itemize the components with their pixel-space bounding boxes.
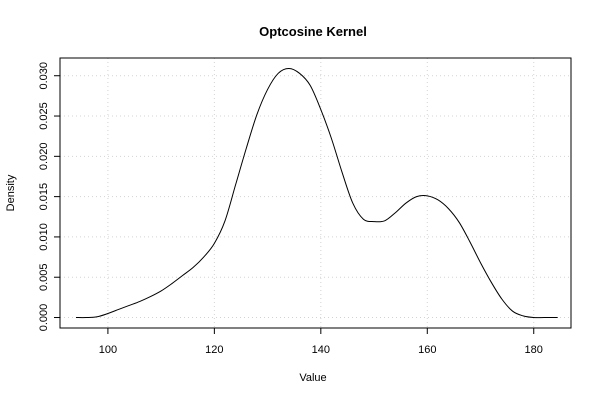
y-tick-label: 0.000 xyxy=(38,304,50,332)
y-tick-label: 0.025 xyxy=(38,102,50,130)
x-tick-label: 120 xyxy=(205,344,223,356)
y-tick-label: 0.015 xyxy=(38,183,50,211)
x-tick-label: 180 xyxy=(525,344,543,356)
y-tick-label: 0.020 xyxy=(38,143,50,171)
chart-title: Optcosine Kernel xyxy=(259,24,367,39)
x-axis-label: Value xyxy=(299,372,326,384)
y-tick-label: 0.005 xyxy=(38,263,50,291)
y-tick-label: 0.010 xyxy=(38,223,50,251)
y-tick-label: 0.030 xyxy=(38,62,50,90)
plot-frame xyxy=(59,57,572,329)
density-curve xyxy=(75,67,558,319)
x-tick-label: 140 xyxy=(312,344,330,356)
x-tick-label: 160 xyxy=(418,344,436,356)
y-axis-label: Density xyxy=(5,174,17,211)
y-axis: 0.000 0.005 0.010 0.015 0.020 0.025 0.030 xyxy=(38,62,60,331)
grid-lines xyxy=(60,58,571,328)
density-curve-layer xyxy=(75,67,558,319)
x-tick-label: 100 xyxy=(99,344,117,356)
x-axis: 100 120 140 160 180 xyxy=(99,328,543,356)
